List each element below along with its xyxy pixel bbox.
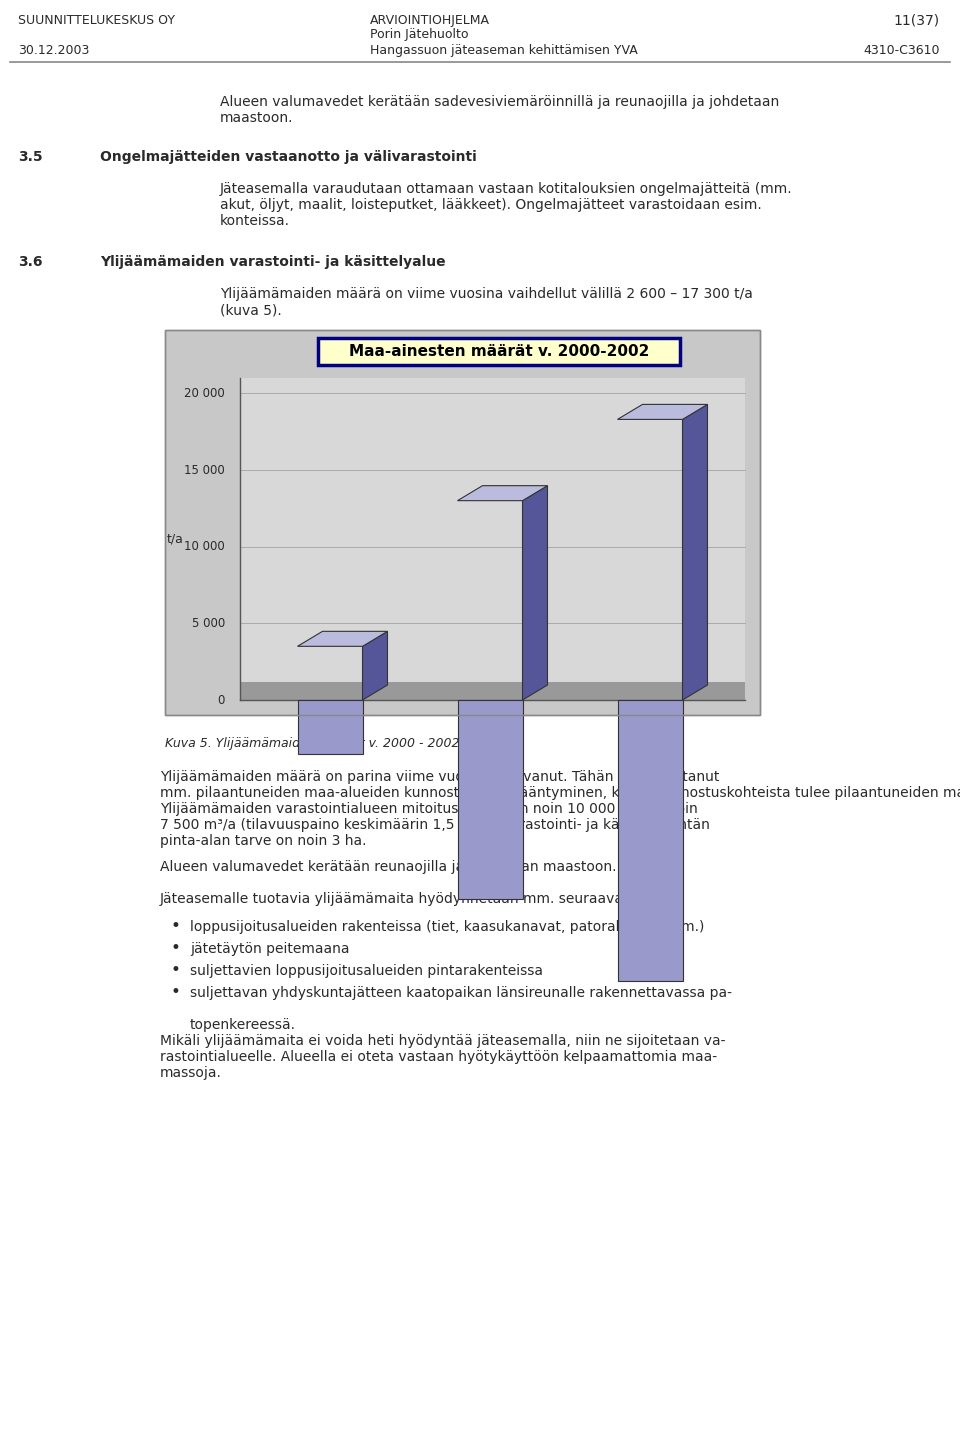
Text: SUUNNITTELUKESKUS OY: SUUNNITTELUKESKUS OY — [18, 14, 175, 27]
Text: pinta-alan tarve on noin 3 ha.: pinta-alan tarve on noin 3 ha. — [160, 834, 367, 848]
Text: Jäteasemalle tuotavia ylijäämämaita hyödynnetään mm. seuraavasti:: Jäteasemalle tuotavia ylijäämämaita hyöd… — [160, 892, 645, 906]
Bar — [240, 682, 745, 700]
Text: 15 000: 15 000 — [184, 463, 225, 476]
Text: 11(37): 11(37) — [894, 14, 940, 27]
Bar — [298, 700, 363, 754]
Text: •: • — [170, 984, 180, 1001]
Text: jätetäytön peitemaana: jätetäytön peitemaana — [190, 942, 349, 956]
Text: 2000: 2000 — [314, 712, 346, 725]
Text: Ylijäämämaiden määrä on parina viime vuotena kasvanut. Tähän on vaikuttanut: Ylijäämämaiden määrä on parina viime vuo… — [160, 769, 719, 784]
Text: Ylijäämämaiden varastointialueen mitoitusarvona on noin 10 000 t/a, eli noin: Ylijäämämaiden varastointialueen mitoitu… — [160, 802, 698, 815]
Text: t/a: t/a — [167, 532, 183, 545]
Text: ARVIOINTIOHJELMA: ARVIOINTIOHJELMA — [370, 14, 490, 27]
Text: akut, öljyt, maalit, loisteputket, lääkkeet). Ongelmajätteet varastoidaan esim.: akut, öljyt, maalit, loisteputket, lääkk… — [220, 198, 761, 211]
Text: 3.6: 3.6 — [18, 255, 42, 269]
Text: Ylijäämämaiden varastointi- ja käsittelyalue: Ylijäämämaiden varastointi- ja käsittely… — [100, 255, 445, 269]
Text: Kuva 5. Ylijäämämaiden määrät v. 2000 - 2002: Kuva 5. Ylijäämämaiden määrät v. 2000 - … — [165, 738, 460, 751]
Text: 5 000: 5 000 — [192, 617, 225, 630]
Text: •: • — [170, 939, 180, 958]
Text: 2002: 2002 — [635, 712, 666, 725]
Bar — [458, 700, 522, 899]
Text: 0: 0 — [218, 693, 225, 706]
Text: topenkereessä.: topenkereessä. — [190, 1018, 296, 1032]
Text: loppusijoitusalueiden rakenteissa (tiet, kaasukanavat, patorakenteet ym.): loppusijoitusalueiden rakenteissa (tiet,… — [190, 920, 705, 935]
Text: suljettavan yhdyskuntajätteen kaatopaikan länsireunalle rakennettavassa pa-: suljettavan yhdyskuntajätteen kaatopaika… — [190, 986, 732, 999]
Text: mm. pilaantuneiden maa-alueiden kunnostuksen lisääntyminen, koska kunnostuskohte: mm. pilaantuneiden maa-alueiden kunnostu… — [160, 787, 960, 800]
Polygon shape — [683, 404, 708, 700]
Bar — [240, 378, 745, 700]
Polygon shape — [298, 631, 388, 646]
Text: rastointialueelle. Alueella ei oteta vastaan hyötykäyttöön kelpaamattomia maa-: rastointialueelle. Alueella ei oteta vas… — [160, 1050, 717, 1064]
Text: Ongelmajätteiden vastaanotto ja välivarastointi: Ongelmajätteiden vastaanotto ja välivara… — [100, 150, 477, 164]
Text: 7 500 m³/a (tilavuuspaino keskimäärin 1,5 t/m³). Varastointi- ja käsittelykentän: 7 500 m³/a (tilavuuspaino keskimäärin 1,… — [160, 818, 709, 833]
Text: 20 000: 20 000 — [184, 387, 225, 400]
Text: massoja.: massoja. — [160, 1066, 222, 1080]
Text: 4310-C3610: 4310-C3610 — [863, 45, 940, 58]
Polygon shape — [617, 404, 708, 420]
Text: 3.5: 3.5 — [18, 150, 42, 164]
Text: Alueen valumavedet kerätään sadevesiviemäröinnillä ja reunaojilla ja johdetaan: Alueen valumavedet kerätään sadevesiviem… — [220, 95, 780, 109]
Polygon shape — [363, 631, 388, 700]
Text: Mikäli ylijäämämaita ei voida heti hyödyntää jäteasemalla, niin ne sijoitetaan v: Mikäli ylijäämämaita ei voida heti hyödy… — [160, 1034, 726, 1048]
FancyBboxPatch shape — [165, 329, 760, 715]
Text: konteissa.: konteissa. — [220, 214, 290, 229]
Text: Jäteasemalla varaudutaan ottamaan vastaan kotitalouksien ongelmajätteitä (mm.: Jäteasemalla varaudutaan ottamaan vastaa… — [220, 183, 793, 196]
Bar — [617, 700, 683, 981]
Text: •: • — [170, 917, 180, 935]
Text: 10 000: 10 000 — [184, 541, 225, 554]
Text: Alueen valumavedet kerätään reunaojilla ja johdetaan maastoon.: Alueen valumavedet kerätään reunaojilla … — [160, 860, 616, 874]
Text: (kuva 5).: (kuva 5). — [220, 303, 281, 316]
Text: suljettavien loppusijoitusalueiden pintarakenteissa: suljettavien loppusijoitusalueiden pinta… — [190, 963, 543, 978]
Text: Ylijäämämaiden määrä on viime vuosina vaihdellut välillä 2 600 – 17 300 t/a: Ylijäämämaiden määrä on viime vuosina va… — [220, 288, 753, 301]
Polygon shape — [458, 486, 547, 500]
Text: 30.12.2003: 30.12.2003 — [18, 45, 89, 58]
Text: Hangassuon jäteaseman kehittämisen YVA: Hangassuon jäteaseman kehittämisen YVA — [370, 45, 637, 58]
Polygon shape — [522, 486, 547, 700]
FancyBboxPatch shape — [318, 338, 680, 365]
Text: maastoon.: maastoon. — [220, 111, 294, 125]
Text: 2001: 2001 — [474, 712, 506, 725]
Bar — [165, 329, 760, 715]
Text: •: • — [170, 961, 180, 979]
Text: Maa-ainesten määrät v. 2000-2002: Maa-ainesten määrät v. 2000-2002 — [348, 344, 649, 360]
Text: Porin Jätehuolto: Porin Jätehuolto — [370, 27, 468, 42]
